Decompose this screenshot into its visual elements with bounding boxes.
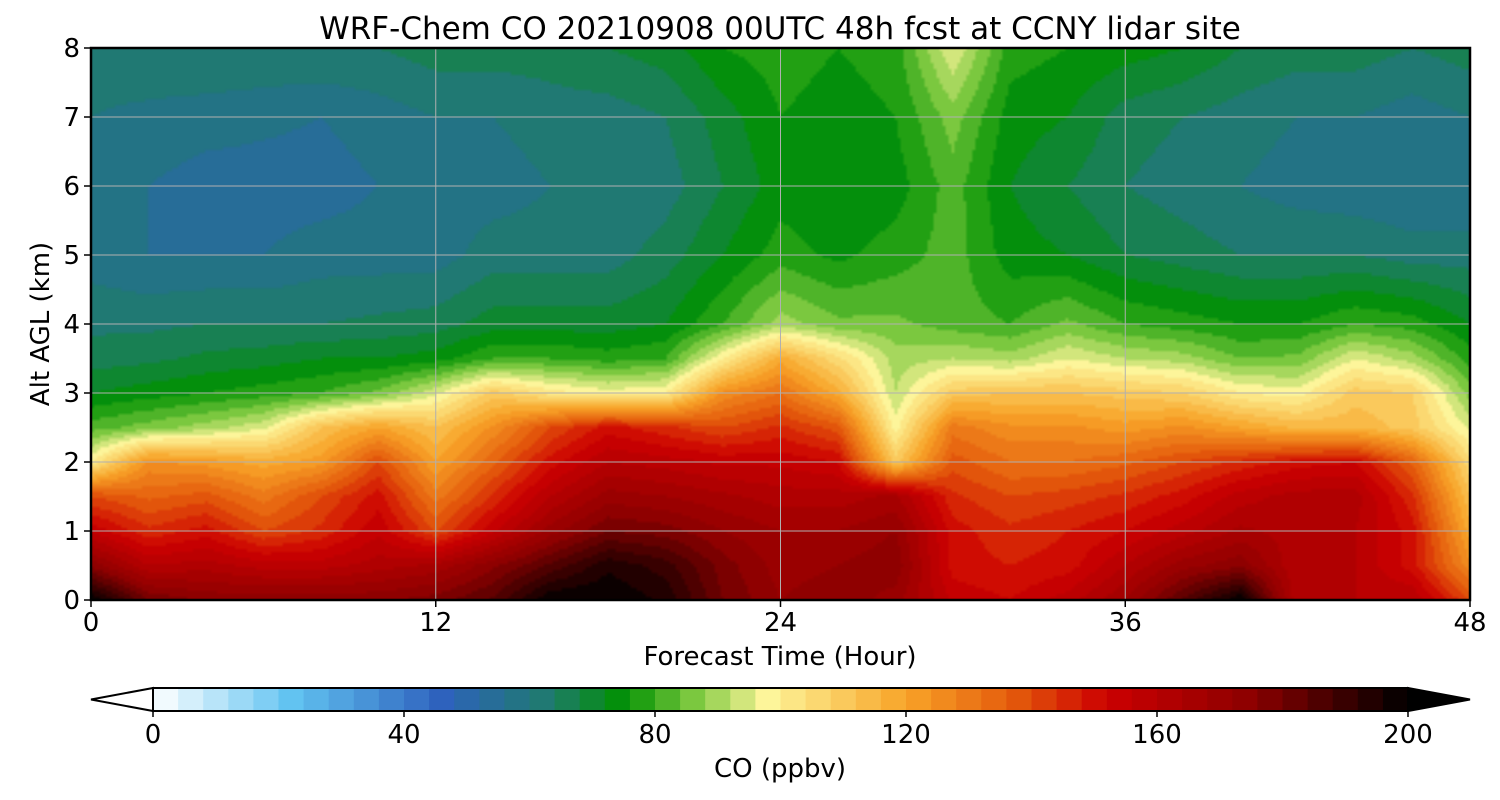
colorbar-segment (805, 688, 832, 711)
x-tick-label: 0 (83, 608, 100, 638)
colorbar-segment (203, 688, 229, 711)
colorbar-segment (931, 688, 957, 711)
x-tick-label: 12 (419, 608, 452, 638)
colorbar-segment (1182, 688, 1208, 711)
colorbar-segment (1131, 688, 1158, 711)
colorbar-extend-high (1407, 686, 1471, 713)
colorbar-segment (780, 688, 807, 711)
colorbar-segment (404, 688, 430, 711)
colorbar-segment (830, 688, 857, 711)
colorbar-label: CO (ppbv) (714, 754, 846, 784)
colorbar-segment (328, 688, 355, 711)
x-tick-label: 48 (1453, 608, 1486, 638)
colorbar-segment (629, 688, 656, 711)
y-tick-label: 6 (63, 172, 80, 202)
y-tick-label: 5 (63, 241, 80, 271)
colorbar-segment (378, 688, 405, 711)
y-tick-label: 7 (63, 103, 80, 133)
colorbar-segment (579, 688, 606, 711)
colorbar-tick-label: 160 (1132, 720, 1182, 750)
y-tick-label: 8 (63, 34, 80, 64)
colorbar-frame (152, 687, 1409, 712)
colorbar-segment (228, 688, 254, 711)
colorbar-segment (1232, 688, 1258, 711)
colorbar-ticks: 0 40 80 120 160 200 (145, 711, 1433, 750)
colorbar-segment (1357, 688, 1384, 711)
colorbar-segment (529, 688, 556, 711)
colorbar-segment (906, 688, 932, 711)
y-axis-label: Alt AGL (km) (26, 242, 56, 406)
x-axis: 0 12 24 36 48 (83, 600, 1487, 638)
colorbar-segment (504, 688, 531, 711)
colorbar-segment (855, 688, 882, 711)
colorbar-segment (429, 688, 455, 711)
colorbar-segment (1081, 688, 1108, 711)
colorbar-segment (1307, 688, 1334, 711)
colorbar-segment (1031, 688, 1058, 711)
grid-lines (91, 48, 1470, 600)
y-tick-label: 2 (63, 448, 80, 478)
colorbar (153, 688, 1409, 711)
y-tick-label: 1 (63, 517, 80, 547)
colorbar-segment (730, 688, 756, 711)
y-tick-label: 3 (63, 379, 80, 409)
colorbar-segment (981, 688, 1007, 711)
colorbar-segment (1282, 688, 1309, 711)
colorbar-segment (554, 688, 581, 711)
colorbar-segment (1106, 688, 1133, 711)
colorbar-segment (479, 688, 505, 711)
y-tick-label: 0 (63, 586, 80, 616)
colorbar-tick-label: 200 (1383, 720, 1433, 750)
colorbar-segment (1332, 688, 1359, 711)
colorbar-segment (303, 688, 330, 711)
colorbar-segment (1382, 688, 1409, 711)
colorbar-segment (1257, 688, 1284, 711)
colorbar-segment (278, 688, 305, 711)
colorbar-segment (680, 688, 706, 711)
x-axis-label: Forecast Time (Hour) (643, 642, 916, 672)
colorbar-segment (604, 688, 631, 711)
colorbar-segment (1207, 688, 1233, 711)
colorbar-tick-label: 80 (638, 720, 671, 750)
chart-title: WRF-Chem CO 20210908 00UTC 48h fcst at C… (319, 11, 1241, 47)
colorbar-tick-label: 120 (881, 720, 931, 750)
colorbar-segment (655, 688, 681, 711)
colorbar-segment (178, 688, 204, 711)
colorbar-segment (755, 688, 782, 711)
y-axis: 0 1 2 3 4 5 6 7 8 (63, 34, 91, 616)
colorbar-segment (956, 688, 982, 711)
colorbar-extend-low (90, 686, 154, 713)
x-tick-label: 24 (764, 608, 797, 638)
colorbar-segment (1157, 688, 1183, 711)
colorbar-segment (705, 688, 731, 711)
colorbar-segment (353, 688, 380, 711)
x-tick-label: 36 (1109, 608, 1142, 638)
colorbar-tick-label: 40 (387, 720, 420, 750)
colorbar-segment (253, 688, 280, 711)
colorbar-segment (454, 688, 480, 711)
y-tick-label: 4 (63, 310, 80, 340)
colorbar-segment (1056, 688, 1083, 711)
colorbar-tick-label: 0 (145, 720, 162, 750)
colorbar-segment (1006, 688, 1033, 711)
colorbar-segment (153, 688, 179, 711)
colorbar-segment (880, 688, 907, 711)
